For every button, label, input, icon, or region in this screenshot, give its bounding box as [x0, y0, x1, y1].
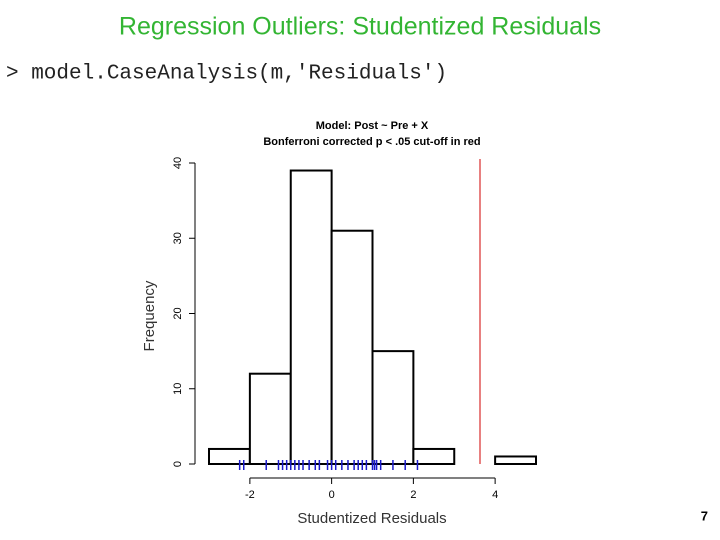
page-number: 7 — [701, 508, 708, 523]
bar — [289, 169, 333, 465]
bar — [494, 455, 537, 466]
y-tick-label: 0 — [172, 461, 184, 467]
y-tick-label: 40 — [172, 157, 184, 169]
y-axis-label: Frequency — [141, 280, 158, 351]
slide-title: Regression Outliers: Studentized Residua… — [119, 13, 601, 41]
x-tick-label: 0 — [329, 489, 335, 501]
x-tick-label: 2 — [410, 489, 416, 501]
chart-subtitle: Bonferroni corrected p < .05 cut-off in … — [263, 136, 480, 148]
x-axis-label: Studentized Residuals — [297, 510, 446, 527]
command: > model.CaseAnalysis(m,'Residuals') — [6, 63, 447, 86]
y-tick-label: 10 — [172, 383, 184, 395]
x-tick-label: -2 — [245, 489, 255, 501]
bar — [248, 372, 292, 466]
bar — [371, 350, 415, 465]
x-tick-label: 4 — [492, 489, 498, 501]
chart-title: Model: Post ~ Pre + X — [316, 120, 429, 132]
bar — [412, 447, 456, 466]
y-tick-label: 30 — [172, 232, 184, 244]
bar — [330, 229, 374, 465]
y-tick-label: 20 — [172, 307, 184, 319]
